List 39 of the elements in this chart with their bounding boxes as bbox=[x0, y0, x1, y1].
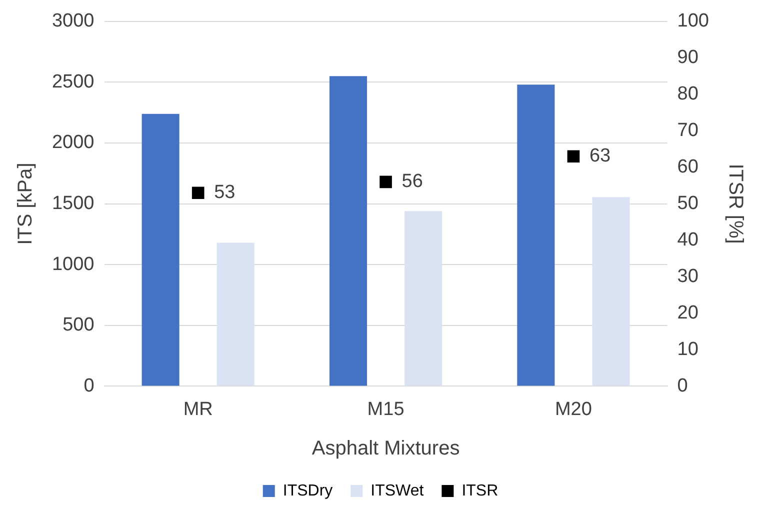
data-label: 56 bbox=[402, 171, 423, 192]
y-axis-title: ITS [kPa] bbox=[14, 162, 37, 245]
x-tick-label: MR bbox=[183, 398, 213, 420]
y2-tick-label: 70 bbox=[677, 120, 698, 142]
y-tick-label: 1000 bbox=[52, 254, 94, 275]
x-axis-title: Asphalt Mixtures bbox=[312, 438, 460, 460]
x-tick-label: M20 bbox=[554, 398, 592, 420]
bar bbox=[592, 197, 630, 386]
y-tick-label: 1500 bbox=[52, 193, 94, 214]
y-tick-label: 0 bbox=[84, 375, 94, 396]
y2-tick-label: 100 bbox=[677, 10, 709, 32]
legend-label: ITSWet bbox=[370, 482, 424, 500]
bar bbox=[216, 242, 254, 386]
x-tick-label: M15 bbox=[367, 398, 404, 420]
y-tick-label: 2500 bbox=[52, 71, 94, 92]
point bbox=[567, 150, 580, 163]
bar bbox=[142, 114, 180, 386]
bar bbox=[517, 84, 555, 386]
y2-tick-label: 60 bbox=[677, 156, 698, 178]
y2-tick-label: 90 bbox=[677, 47, 698, 68]
bar bbox=[329, 76, 368, 386]
y2-tick-label: 10 bbox=[677, 338, 698, 360]
y2-tick-label: 20 bbox=[677, 302, 698, 324]
data-label: 63 bbox=[589, 146, 611, 167]
y-tick-label: 2000 bbox=[52, 132, 94, 154]
y2-tick-label: 80 bbox=[677, 84, 698, 105]
y2-tick-label: 0 bbox=[677, 375, 688, 396]
point bbox=[380, 176, 392, 188]
data-label: 53 bbox=[214, 182, 236, 204]
y-tick-label: 3000 bbox=[52, 10, 94, 32]
legend-label: ITSR bbox=[462, 482, 498, 500]
y2-tick-label: 30 bbox=[677, 266, 698, 287]
bar bbox=[404, 211, 442, 386]
y2-axis-title: ITSR [%] bbox=[724, 164, 746, 244]
point bbox=[192, 186, 204, 200]
y-tick-label: 500 bbox=[62, 314, 94, 336]
legend-label: ITSDry bbox=[282, 482, 333, 500]
y2-tick-label: 50 bbox=[677, 193, 698, 214]
y2-tick-label: 40 bbox=[677, 230, 698, 251]
